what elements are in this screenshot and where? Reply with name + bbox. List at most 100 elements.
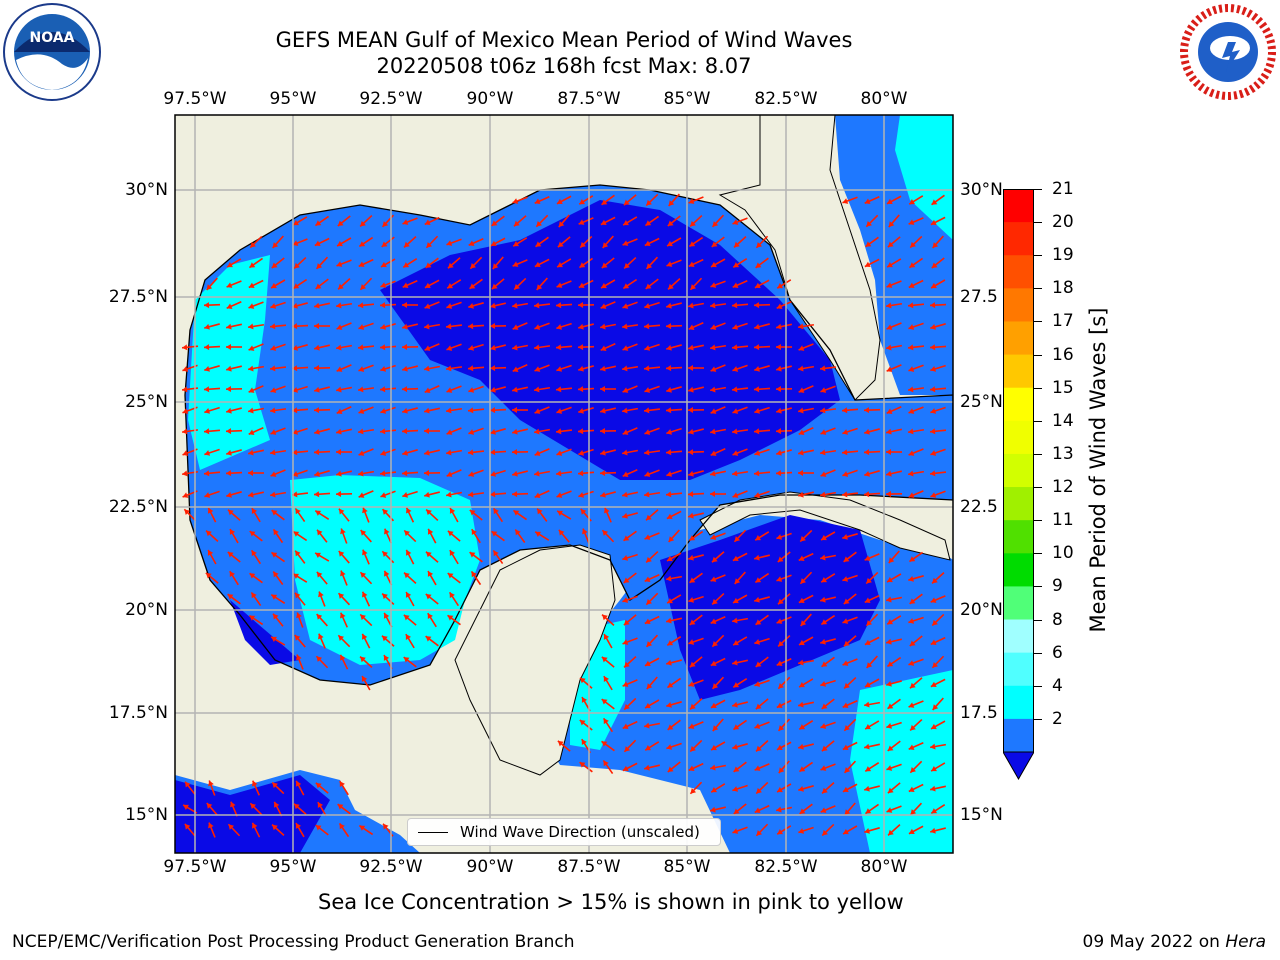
wind-arrow	[930, 490, 946, 498]
wind-arrow	[249, 572, 263, 584]
wind-arrow	[445, 365, 463, 372]
wind-arrow	[886, 470, 902, 477]
wind-arrow	[776, 699, 792, 709]
wind-arrow	[401, 428, 419, 435]
wind-arrow	[340, 612, 348, 628]
wind-arrow	[710, 532, 726, 540]
wind-arrow	[843, 593, 857, 605]
wind-arrow	[604, 507, 612, 523]
colorbar-segment	[1003, 619, 1034, 654]
wind-arrow	[688, 428, 704, 435]
wind-arrow	[556, 448, 572, 456]
wind-arrow	[535, 236, 549, 248]
wind-arrow	[445, 323, 463, 330]
wind-arrow	[929, 344, 947, 351]
wind-arrow	[248, 427, 264, 435]
wind-arrow	[316, 571, 328, 585]
wind-arrow	[339, 780, 349, 796]
wind-arrow	[336, 428, 352, 435]
wind-arrow	[357, 344, 375, 351]
wind-arrow	[644, 301, 660, 309]
wind-arrow	[797, 365, 815, 372]
wind-arrow	[754, 365, 770, 372]
wind-arrow	[753, 386, 771, 393]
colorbar-tick-label: 13	[1052, 443, 1074, 464]
wind-arrow	[776, 301, 792, 309]
wind-arrow	[381, 236, 395, 248]
wind-arrow	[337, 803, 351, 815]
wind-arrow	[622, 679, 638, 687]
colorbar-tick-label: 8	[1052, 609, 1063, 630]
wind-arrow	[732, 719, 748, 731]
wind-arrow	[489, 365, 507, 372]
wind-arrow	[754, 763, 770, 771]
lon-tick-label-bottom: 80°W	[860, 857, 908, 877]
wind-arrow	[534, 322, 550, 330]
lon-tick-label-top: 80°W	[860, 89, 908, 109]
wind-arrow	[929, 470, 947, 477]
wind-arrow	[841, 407, 859, 414]
wind-arrow	[732, 636, 748, 646]
wind-arrow	[820, 596, 836, 603]
wind-arrow	[512, 509, 528, 521]
wind-arrow	[225, 428, 243, 435]
wind-arrow	[402, 490, 418, 498]
wind-arrow	[578, 195, 594, 205]
colorbar-segment	[1003, 453, 1034, 488]
wind-arrow	[489, 323, 507, 330]
wind-arrow	[732, 659, 748, 666]
wind-arrow	[533, 428, 551, 435]
wind-arrow	[556, 490, 572, 498]
map-frame	[174, 114, 954, 854]
wind-arrow	[336, 259, 352, 267]
wind-arrow	[864, 636, 880, 646]
dark-waves-coast	[230, 600, 300, 665]
wind-arrow	[379, 344, 397, 351]
wind-arrow	[533, 470, 551, 477]
wind-arrow	[930, 279, 946, 289]
wind-arrow	[908, 658, 924, 666]
lat-tick-label-left: 20°N	[125, 600, 168, 620]
wind-arrow	[754, 323, 770, 330]
colorbar-tick	[1034, 387, 1042, 389]
wind-arrow	[227, 551, 241, 563]
wind-arrow	[755, 656, 769, 668]
wind-arrow	[602, 717, 614, 733]
wind-arrow	[907, 344, 925, 351]
wind-arrow	[314, 470, 330, 477]
wind-arrow	[314, 552, 330, 562]
wind-arrow	[252, 780, 260, 796]
wind-arrow	[798, 385, 814, 393]
wind-arrow	[886, 364, 902, 372]
wind-arrow	[229, 528, 239, 544]
wind-arrow	[424, 428, 440, 434]
wind-arrow	[362, 507, 370, 523]
wind-arrow	[603, 675, 613, 691]
wind-arrow	[340, 528, 348, 544]
wind-arrow	[380, 406, 396, 414]
wind-arrow	[909, 635, 923, 647]
wind-arrow	[753, 428, 771, 435]
wind-arrow	[841, 491, 859, 498]
wind-arrow	[864, 827, 880, 834]
wind-arrow	[755, 235, 769, 249]
wind-arrow	[886, 680, 902, 687]
wind-arrow	[929, 428, 947, 435]
wind-arrow	[843, 676, 857, 690]
wind-arrow	[754, 406, 770, 414]
wind-arrow	[865, 571, 879, 585]
wind-arrow	[842, 825, 858, 835]
wind-arrow	[405, 507, 415, 523]
wind-arrow	[402, 365, 418, 372]
graticule	[175, 115, 953, 853]
colorbar-tick-label: 20	[1052, 212, 1074, 233]
colorbar-segment	[1003, 255, 1034, 289]
wind-arrow	[842, 700, 858, 708]
wind-arrow	[755, 698, 769, 710]
wind-arrow	[271, 781, 285, 795]
wind-arrow	[380, 258, 396, 268]
wind-arrow	[446, 427, 462, 435]
colorbar-segment	[1003, 420, 1034, 455]
wind-arrow	[666, 427, 682, 435]
wind-arrow	[623, 530, 637, 542]
